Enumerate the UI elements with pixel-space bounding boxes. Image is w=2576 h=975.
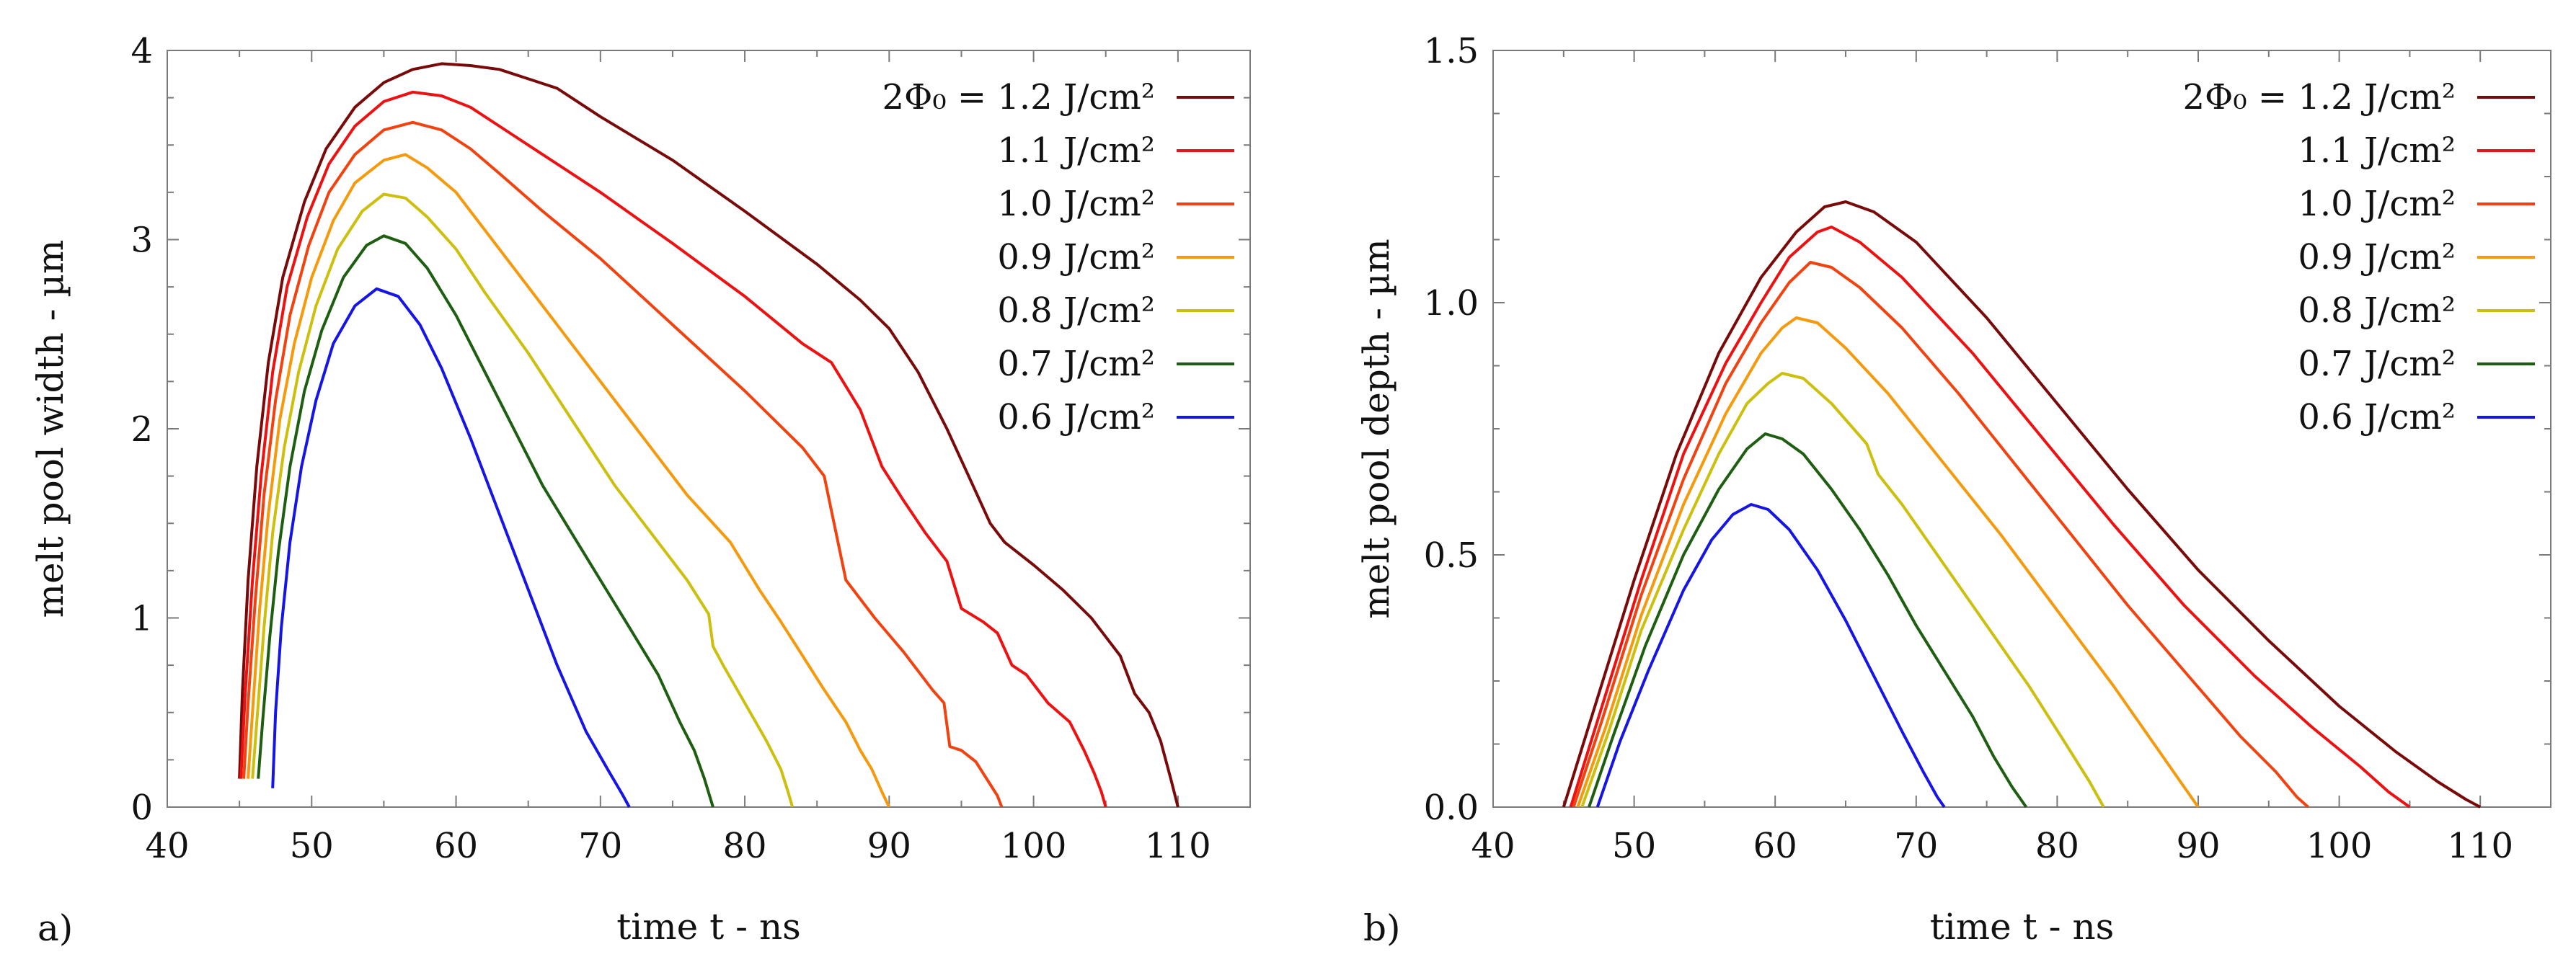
- legend-label: 0.7 J/cm²: [2298, 344, 2456, 384]
- x-tick-label: 60: [1753, 826, 1797, 866]
- series-line: [257, 234, 714, 808]
- panel-label: b): [1363, 907, 1401, 949]
- series-line: [1588, 432, 2028, 809]
- x-axis-label: time t - ns: [616, 906, 801, 948]
- series-line: [1576, 316, 2200, 809]
- legend-label: 0.9 J/cm²: [997, 237, 1155, 277]
- x-tick-label: 100: [1001, 826, 1067, 866]
- series-line: [238, 62, 1179, 808]
- series-line: [1569, 226, 2411, 809]
- x-tick-label: 80: [2035, 826, 2079, 866]
- x-tick-label: 110: [1145, 826, 1211, 866]
- y-tick-label: 0.5: [1424, 535, 1479, 576]
- y-tick-label: 0: [130, 788, 153, 828]
- x-tick-label: 110: [2447, 826, 2513, 866]
- x-tick-label: 70: [1894, 826, 1938, 866]
- legend-label: 0.6 J/cm²: [997, 397, 1155, 437]
- x-tick-label: 40: [145, 826, 189, 866]
- x-tick-label: 50: [290, 826, 334, 866]
- series-line: [1572, 261, 2309, 809]
- series-line: [1595, 503, 1946, 809]
- x-tick-label: 100: [2306, 826, 2373, 866]
- legend-label: 2Φ₀ = 1.2 J/cm²: [2182, 77, 2456, 117]
- legend-label: 1.1 J/cm²: [997, 130, 1155, 171]
- x-tick-label: 90: [2176, 826, 2220, 866]
- y-tick-label: 1: [130, 599, 153, 639]
- x-tick-label: 80: [723, 826, 767, 866]
- series-line: [242, 120, 1004, 808]
- chart-panel-2: 40 50 60 70 80 90 100 110 0.0 0.5 1.0 1.5 time t - n…: [1355, 31, 2551, 949]
- legend-label: 1.0 J/cm²: [997, 184, 1155, 224]
- x-tick-label: 60: [434, 826, 478, 866]
- series-line: [1580, 372, 2105, 808]
- y-tick-label: 2: [130, 409, 153, 450]
- x-tick-label: 40: [1471, 826, 1515, 866]
- x-axis-label: time t - ns: [1930, 906, 2115, 948]
- legend-label: 1.0 J/cm²: [2298, 184, 2456, 224]
- legend-label: 0.8 J/cm²: [997, 290, 1155, 331]
- y-tick-label: 0.0: [1424, 788, 1479, 828]
- legend-label: 1.1 J/cm²: [2298, 130, 2456, 171]
- x-tick-label: 70: [578, 826, 622, 866]
- legend-label: 0.8 J/cm²: [2298, 290, 2456, 331]
- series-line: [247, 153, 891, 808]
- legend-label: 0.7 J/cm²: [997, 344, 1155, 384]
- y-tick-label: 1.5: [1424, 31, 1479, 71]
- legend-label: 0.6 J/cm²: [2298, 397, 2456, 437]
- series-line: [251, 192, 795, 808]
- y-tick-label: 1.0: [1424, 283, 1479, 324]
- panel-label: a): [37, 907, 73, 949]
- y-tick-label: 3: [130, 221, 153, 261]
- y-tick-label: 4: [130, 31, 153, 71]
- legend-label: 2Φ₀ = 1.2 J/cm²: [882, 77, 1155, 117]
- y-axis-label: melt pool depth - µm: [1355, 239, 1397, 619]
- legend-label: 0.9 J/cm²: [2298, 237, 2456, 277]
- x-tick-label: 90: [867, 826, 911, 866]
- x-tick-label: 50: [1612, 826, 1656, 866]
- series-line: [1562, 200, 2482, 809]
- series-line: [271, 287, 631, 808]
- y-axis-label: melt pool width - µm: [30, 240, 71, 618]
- chart-panel-1: 40 50 60 70 80 90 100 110 0 1 2 3 4 time t - ns melt p…: [30, 31, 1251, 949]
- series-line: [239, 90, 1107, 808]
